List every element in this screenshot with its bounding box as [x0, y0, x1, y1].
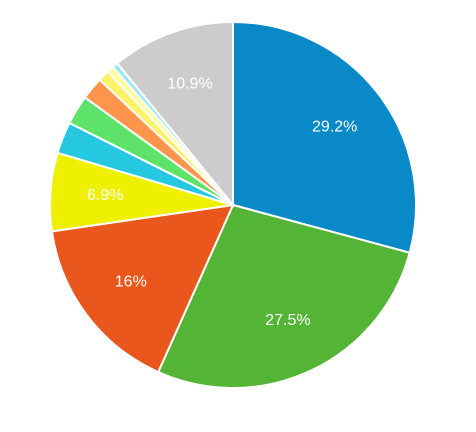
pie-slice: [115, 20, 234, 208]
pie-slice: [50, 203, 235, 374]
slice-label: 6.9%: [87, 187, 123, 204]
pie-slice: [232, 20, 417, 254]
slice-label: 10.9%: [167, 76, 212, 93]
slice-label: 29.2%: [312, 118, 357, 135]
slice-label: 16%: [115, 273, 147, 290]
slice-label: 27.5%: [265, 312, 310, 329]
pie-slice: [156, 203, 411, 389]
